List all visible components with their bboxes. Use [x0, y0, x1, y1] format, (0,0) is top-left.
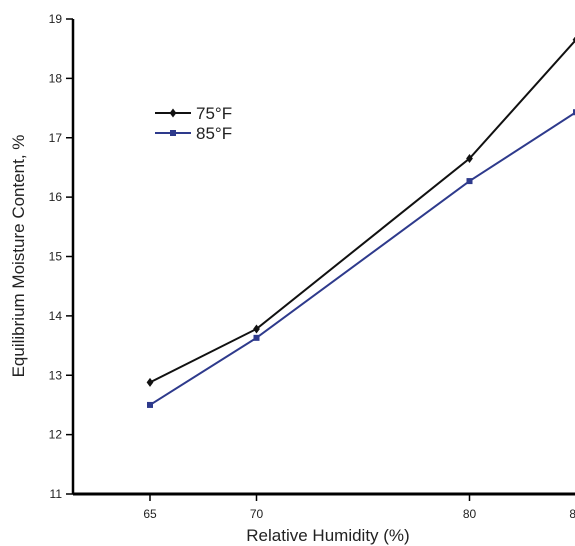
- series-1-point-80: [466, 178, 473, 185]
- series-0-point-70: [253, 324, 260, 334]
- series-1-point-85: [573, 109, 575, 116]
- series-1-point-65: [147, 401, 153, 408]
- legend-swatch-marker-1: [170, 130, 176, 136]
- y-tick-label-16: 16: [49, 190, 63, 204]
- x-tick-label-70: 70: [250, 507, 264, 521]
- y-tick-label-19: 19: [49, 12, 63, 26]
- series-0-point-65: [146, 377, 154, 387]
- y-tick-label-14: 14: [49, 309, 63, 323]
- series-line-1: [149, 111, 575, 406]
- legend: 75°F85°F: [155, 104, 232, 143]
- legend-swatch-marker-0: [169, 108, 177, 118]
- series-1-point-70: [253, 334, 260, 341]
- y-tick-label-13: 13: [49, 368, 63, 382]
- y-axis-title: Equilibrium Moisture Content, %: [9, 135, 28, 378]
- series-layer: [146, 36, 575, 408]
- x-tick-label-80: 80: [463, 507, 477, 521]
- x-ticks: 65 70 80 85: [143, 494, 575, 521]
- series-0-point-85: [572, 36, 575, 43]
- x-axis-title: Relative Humidity (%): [246, 526, 409, 545]
- series-line-0: [149, 39, 575, 384]
- series-1: [147, 109, 575, 408]
- series-0-point-80: [466, 154, 473, 164]
- y-tick-label-12: 12: [49, 428, 63, 442]
- x-tick-label-65: 65: [143, 507, 157, 521]
- legend-label-0: 75°F: [196, 104, 232, 123]
- x-tick-label-85: 85: [569, 507, 575, 521]
- y-ticks: 11 12 13 14 15 16 17 18 19: [49, 12, 73, 501]
- legend-label-1: 85°F: [196, 124, 232, 143]
- y-tick-label-18: 18: [49, 71, 63, 85]
- series-0: [146, 36, 575, 387]
- y-tick-label-17: 17: [49, 131, 63, 145]
- y-tick-label-11: 11: [50, 487, 63, 501]
- axes: [71, 19, 575, 496]
- y-tick-label-15: 15: [49, 250, 63, 264]
